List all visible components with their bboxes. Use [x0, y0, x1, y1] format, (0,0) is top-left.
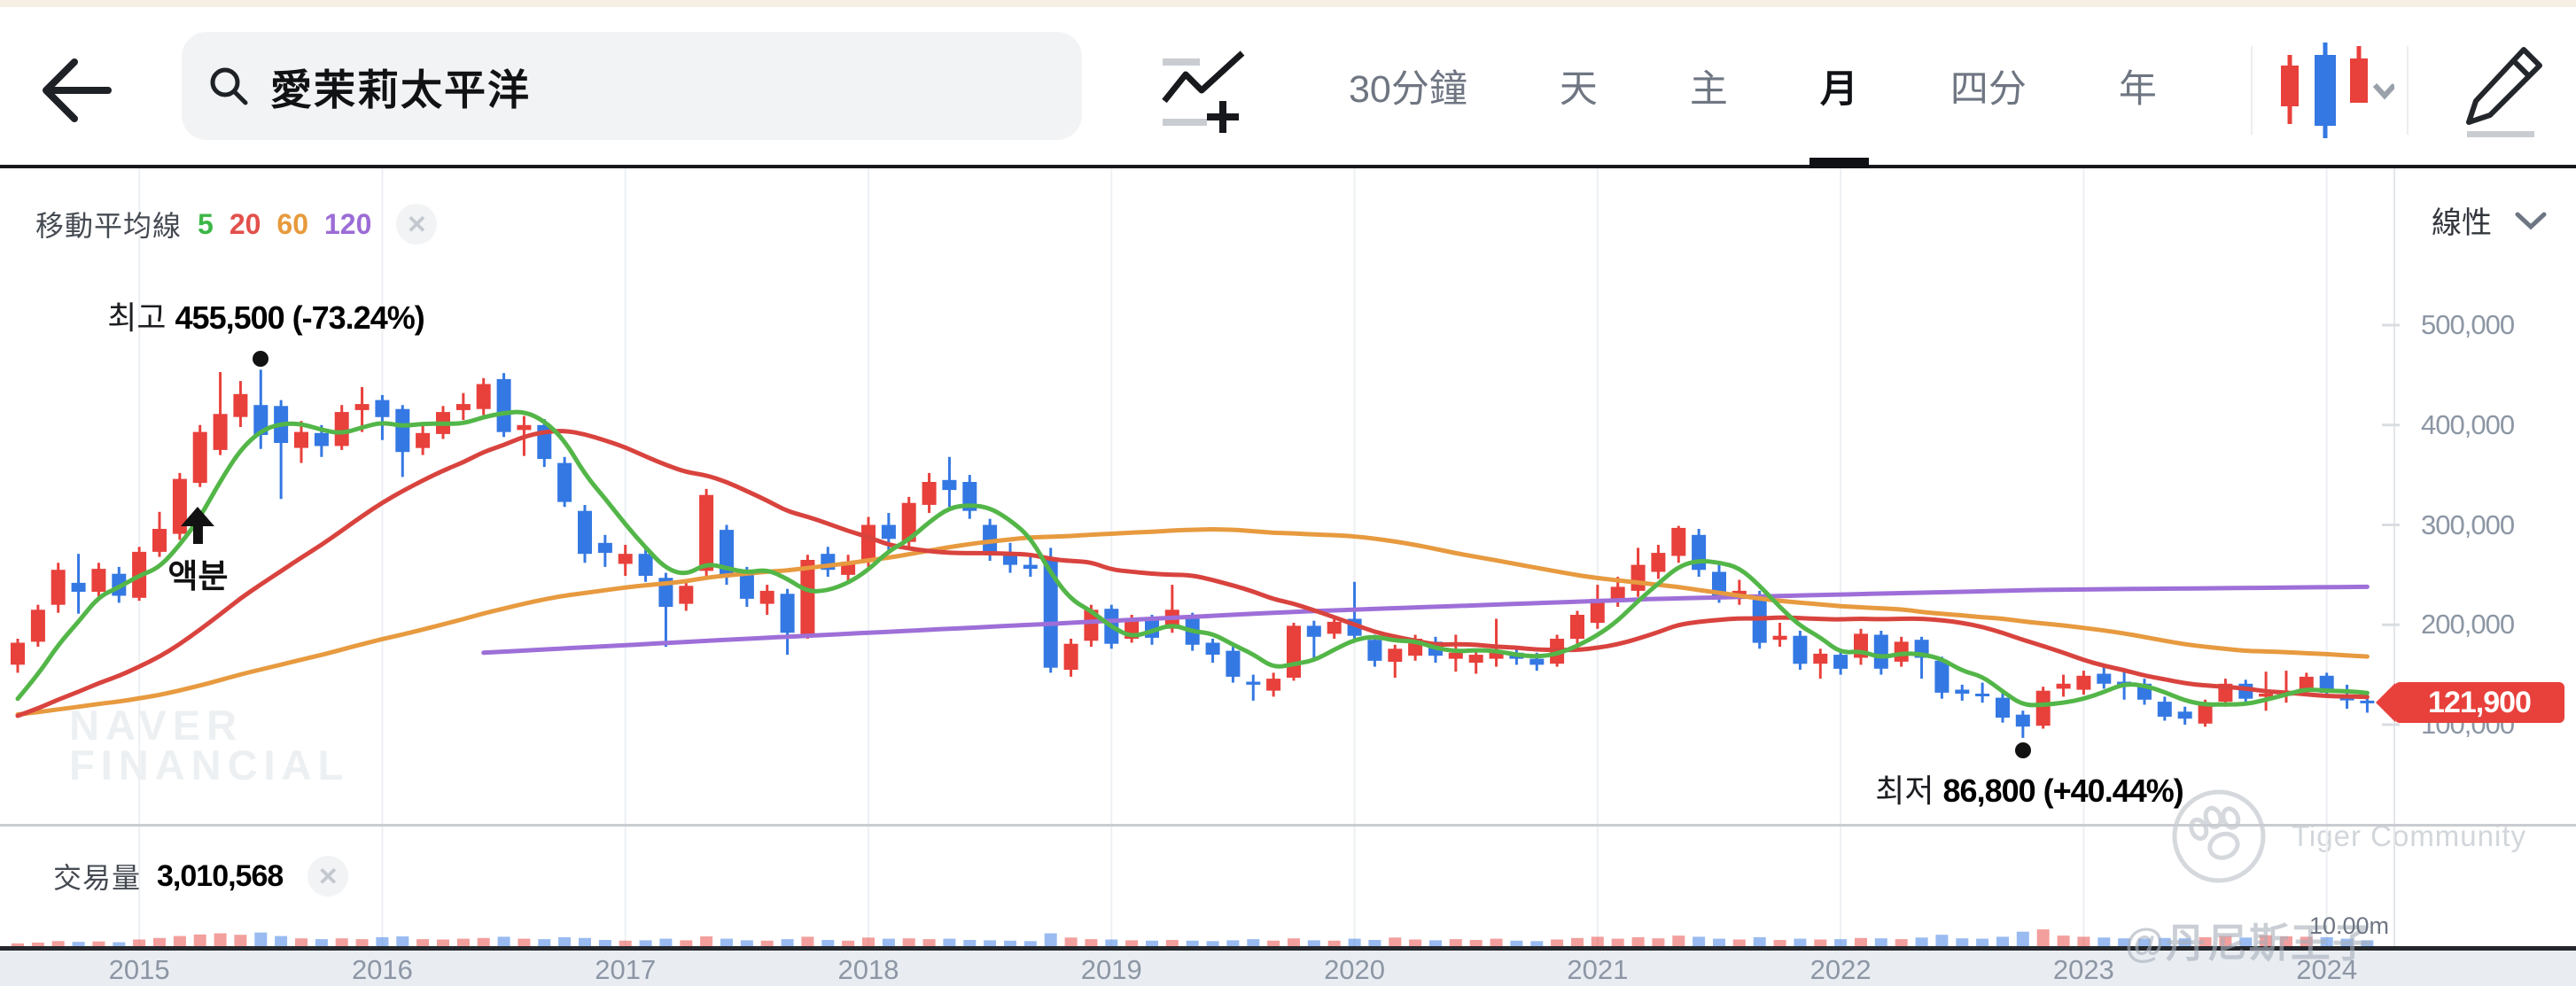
toolbar: 愛茉莉太平洋 30分鐘天主月四分年 [0, 7, 2576, 168]
scale-select-label: 線性 [2432, 206, 2492, 240]
candlestick-style-icon [2281, 43, 2368, 138]
volume-value: 3,010,568 [157, 858, 284, 893]
ma-period-5: 5 [198, 207, 214, 240]
pencil-icon [2466, 47, 2542, 125]
indicator-overlay-button[interactable] [1161, 46, 1249, 135]
year-axis-label: 2017 [595, 954, 657, 985]
highest-price-dot [253, 351, 269, 368]
chevron-down-icon [2372, 82, 2397, 100]
price-axis-label: 200,000 [2421, 609, 2515, 641]
back-arrow-icon [43, 58, 112, 122]
toolbar-divider [2251, 46, 2253, 135]
year-axis-label: 2015 [108, 954, 170, 985]
ma-legend-title: 移動平均線 [35, 210, 183, 242]
chevron-down-icon [2515, 212, 2547, 229]
lowest-price-dot [2014, 741, 2031, 758]
user-watermark: @丹尼斯王子 [2125, 920, 2374, 966]
ma-legend: 移動平均線 5 20 60 120 ✕ [35, 204, 438, 245]
tab-年[interactable]: 年 [2073, 7, 2203, 165]
volume-axis-tick: 10.00m [2308, 912, 2389, 939]
draw-tool-button[interactable] [2455, 43, 2547, 140]
period-tabs: 30分鐘天主月四分年 [1303, 7, 2203, 168]
volume-close-button[interactable]: ✕ [307, 856, 349, 897]
year-axis-label: 2019 [1080, 954, 1142, 985]
year-axis-label: 2020 [1324, 954, 1386, 985]
year-axis-label: 2016 [351, 954, 413, 985]
back-button[interactable] [34, 50, 115, 131]
ma-period-20: 20 [229, 207, 261, 240]
naver-financial-watermark: NAVER FINANCIAL [69, 702, 350, 788]
year-axis-label: 2022 [1809, 954, 1872, 985]
stock-split-annotation: 액분 [167, 507, 228, 597]
ma-period-120: 120 [324, 207, 372, 240]
up-arrow-icon [181, 507, 215, 526]
lowest-price-annotation: 최저 86,800 (+40.44%) [1875, 772, 2183, 809]
price-axis-label: 500,000 [2421, 309, 2515, 340]
tab-四分[interactable]: 四分 [1904, 7, 2073, 165]
year-axis-label: 2024 [2296, 954, 2358, 985]
search-box[interactable]: 愛茉莉太平洋 [182, 32, 1082, 140]
volume-legend-title: 交易量 [53, 862, 142, 894]
chart-style-button[interactable] [2270, 39, 2397, 142]
scale-select[interactable]: 線性 [2432, 198, 2547, 242]
trendline-plus-icon [1162, 50, 1245, 133]
search-input-value: 愛茉莉太平洋 [270, 66, 531, 113]
ma-period-60: 60 [276, 207, 308, 240]
ma-close-button[interactable]: ✕ [396, 204, 438, 245]
time-axis-band: 2015 2016 2017 2018 2019 2020 2021 2022 2023 2024 [0, 951, 2576, 986]
toolbar-divider [2407, 46, 2409, 135]
tab-月[interactable]: 月 [1774, 7, 1904, 168]
draw-underline [2467, 131, 2534, 137]
tab-天[interactable]: 天 [1514, 7, 1644, 165]
price-axis-label: 300,000 [2421, 509, 2515, 540]
search-icon [210, 67, 248, 105]
highest-price-annotation: 최고 455,500 (-73.24%) [107, 299, 424, 336]
year-axis-label: 2023 [2052, 954, 2114, 985]
price-axis-label: 400,000 [2421, 408, 2515, 440]
current-price-tag: 121,900 [2376, 682, 2564, 724]
tab-主[interactable]: 主 [1644, 7, 1774, 165]
window-top-strip [0, 0, 2576, 7]
year-axis-label: 2018 [837, 954, 899, 985]
tab-30分鐘[interactable]: 30分鐘 [1303, 7, 1514, 165]
volume-legend: 交易量 3,010,568 ✕ [53, 856, 349, 897]
pane-divider [0, 824, 2576, 827]
year-axis-label: 2021 [1567, 954, 1629, 985]
